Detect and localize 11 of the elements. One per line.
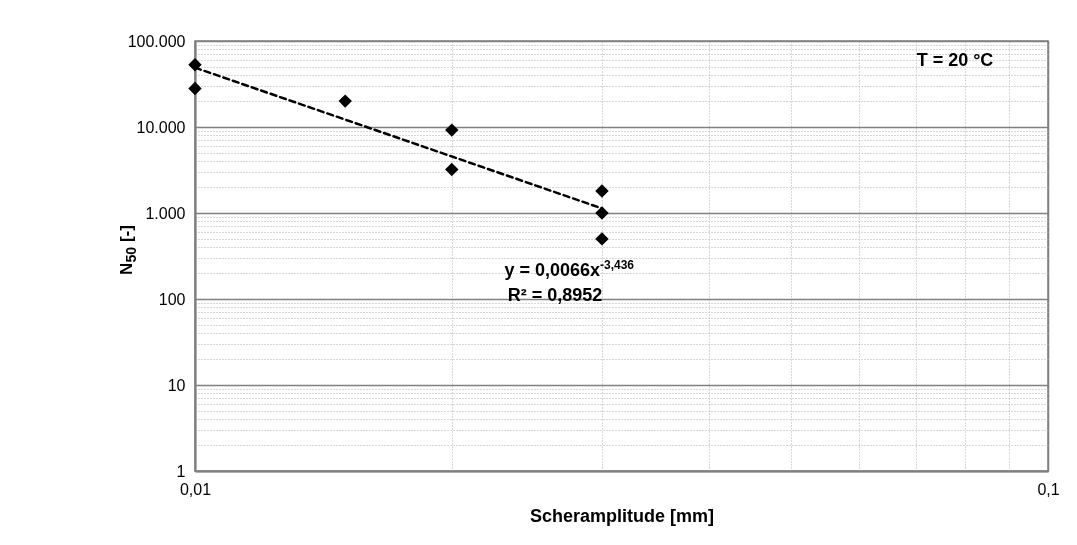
- y-tick-label: 10: [167, 376, 186, 394]
- annotation: R² = 0,8952: [507, 285, 603, 305]
- y-tick-label: 10.000: [136, 118, 186, 136]
- y-tick-label: 100: [158, 290, 186, 308]
- y-tick-label: 1.000: [145, 204, 186, 222]
- y-tick-label: 100.000: [127, 32, 186, 50]
- y-tick-label: 1: [176, 462, 186, 480]
- x-tick-label: 0,1: [1037, 480, 1060, 498]
- annotation: T = 20 °C: [916, 50, 994, 70]
- x-axis-title: Scheramplitude [mm]: [529, 505, 715, 526]
- x-tick-label: 0,01: [179, 480, 212, 498]
